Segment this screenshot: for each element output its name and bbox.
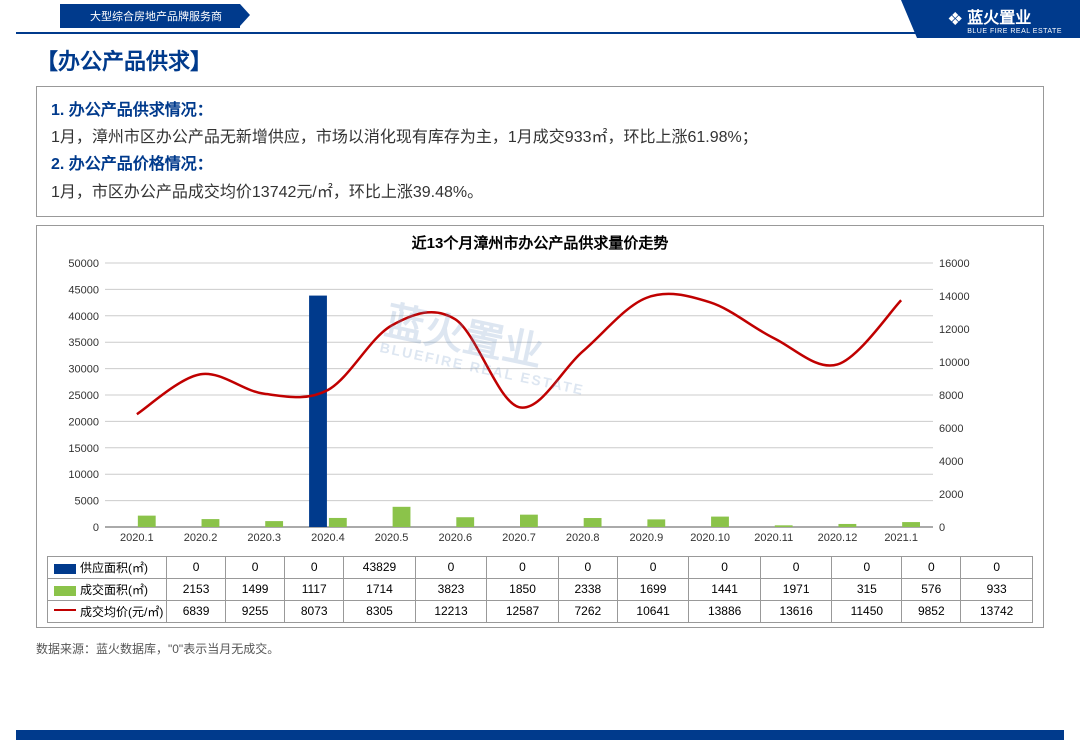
table-cell: 0: [902, 556, 961, 578]
table-cell: 315: [832, 578, 902, 600]
table-cell: 9255: [226, 600, 285, 622]
table-cell: 0: [415, 556, 487, 578]
table-cell: 13616: [760, 600, 832, 622]
section-title: 【办公产品供求】: [36, 44, 1044, 76]
chart-svg: 0500010000150002000025000300003500040000…: [47, 257, 987, 547]
svg-text:40000: 40000: [68, 311, 99, 323]
table-cell: 3823: [415, 578, 487, 600]
table-cell: 13742: [961, 600, 1033, 622]
summary-box: 1. 办公产品供求情况： 1月，漳州市区办公产品无新增供应，市场以消化现有库存为…: [36, 86, 1044, 217]
legend-price: 成交均价(元/㎡): [48, 600, 167, 622]
table-cell: 576: [902, 578, 961, 600]
svg-text:2021.1: 2021.1: [884, 532, 918, 544]
table-cell: 0: [760, 556, 832, 578]
svg-text:2020.8: 2020.8: [566, 532, 600, 544]
table-cell: 9852: [902, 600, 961, 622]
table-cell: 8073: [285, 600, 344, 622]
svg-text:10000: 10000: [939, 357, 970, 369]
svg-text:2020.3: 2020.3: [247, 532, 281, 544]
header-tagline: 大型综合房地产品牌服务商: [60, 4, 240, 28]
footnote: 数据来源：蓝火数据库，"0"表示当月无成交。: [0, 636, 1080, 657]
table-cell: 43829: [344, 556, 416, 578]
svg-text:2020.11: 2020.11: [754, 532, 793, 544]
table-cell: 6839: [167, 600, 226, 622]
table-cell: 1117: [285, 578, 344, 600]
table-cell: 11450: [832, 600, 902, 622]
bottom-rule: [16, 730, 1064, 740]
svg-text:2020.12: 2020.12: [818, 532, 858, 544]
svg-text:30000: 30000: [68, 363, 99, 375]
svg-text:16000: 16000: [939, 258, 970, 270]
table-cell: 13886: [689, 600, 761, 622]
brand-logo: ❖ 蓝火置业 BLUE FIRE REAL ESTATE: [917, 0, 1080, 38]
svg-text:8000: 8000: [939, 390, 963, 402]
summary-head-1: 1. 办公产品供求情况：: [51, 97, 1029, 124]
chart-area: 蓝火置业 BLUEFIRE REAL ESTATE 05000100001500…: [47, 257, 1033, 552]
summary-head-2: 2. 办公产品价格情况：: [51, 151, 1029, 178]
data-table: 供应面积(㎡)00043829000000000成交面积(㎡)215314991…: [47, 556, 1033, 623]
svg-text:20000: 20000: [68, 416, 99, 428]
svg-text:2000: 2000: [939, 489, 963, 501]
logo-cn: 蓝火置业: [967, 10, 1031, 27]
table-cell: 0: [689, 556, 761, 578]
svg-text:2020.7: 2020.7: [502, 532, 536, 544]
svg-text:2020.10: 2020.10: [690, 532, 730, 544]
svg-text:14000: 14000: [939, 291, 970, 303]
table-cell: 12213: [415, 600, 487, 622]
svg-text:2020.2: 2020.2: [184, 532, 218, 544]
svg-text:50000: 50000: [68, 258, 99, 270]
svg-text:35000: 35000: [68, 337, 99, 349]
table-cell: 0: [226, 556, 285, 578]
table-cell: 0: [558, 556, 617, 578]
svg-text:2020.5: 2020.5: [375, 532, 409, 544]
svg-text:0: 0: [93, 522, 99, 534]
legend-deal: 成交面积(㎡): [48, 578, 167, 600]
svg-text:2020.9: 2020.9: [630, 532, 664, 544]
table-cell: 0: [617, 556, 689, 578]
summary-line-1: 1月，漳州市区办公产品无新增供应，市场以消化现有库存为主，1月成交933㎡，环比…: [51, 124, 1029, 151]
table-cell: 12587: [487, 600, 559, 622]
svg-text:2020.6: 2020.6: [438, 532, 472, 544]
legend-supply: 供应面积(㎡): [48, 556, 167, 578]
svg-text:15000: 15000: [68, 443, 99, 455]
chart-box: 近13个月漳州市办公产品供求量价走势 蓝火置业 BLUEFIRE REAL ES…: [36, 225, 1044, 628]
content: 【办公产品供求】 1. 办公产品供求情况： 1月，漳州市区办公产品无新增供应，市…: [0, 34, 1080, 636]
table-cell: 2153: [167, 578, 226, 600]
table-cell: 1699: [617, 578, 689, 600]
table-cell: 0: [487, 556, 559, 578]
logo-en: BLUE FIRE REAL ESTATE: [967, 28, 1062, 35]
chart-title: 近13个月漳州市办公产品供求量价走势: [47, 232, 1033, 253]
svg-text:2020.4: 2020.4: [311, 532, 345, 544]
top-bar: 大型综合房地产品牌服务商 ❖ 蓝火置业 BLUE FIRE REAL ESTAT…: [0, 0, 1080, 32]
svg-text:2020.1: 2020.1: [120, 532, 154, 544]
svg-text:4000: 4000: [939, 456, 963, 468]
svg-text:12000: 12000: [939, 324, 970, 336]
flame-icon: ❖: [947, 9, 963, 30]
svg-text:45000: 45000: [68, 284, 99, 296]
svg-text:6000: 6000: [939, 423, 963, 435]
svg-text:0: 0: [939, 522, 945, 534]
summary-line-2: 1月，市区办公产品成交均价13742元/㎡，环比上涨39.48%。: [51, 179, 1029, 206]
table-cell: 8305: [344, 600, 416, 622]
table-cell: 1499: [226, 578, 285, 600]
table-cell: 7262: [558, 600, 617, 622]
table-cell: 933: [961, 578, 1033, 600]
table-cell: 10641: [617, 600, 689, 622]
table-cell: 1971: [760, 578, 832, 600]
table-cell: 0: [285, 556, 344, 578]
table-cell: 0: [832, 556, 902, 578]
svg-text:5000: 5000: [75, 495, 99, 507]
svg-text:25000: 25000: [68, 390, 99, 402]
table-cell: 0: [167, 556, 226, 578]
table-cell: 1850: [487, 578, 559, 600]
table-cell: 0: [961, 556, 1033, 578]
svg-text:10000: 10000: [68, 469, 99, 481]
table-cell: 2338: [558, 578, 617, 600]
table-cell: 1714: [344, 578, 416, 600]
table-cell: 1441: [689, 578, 761, 600]
